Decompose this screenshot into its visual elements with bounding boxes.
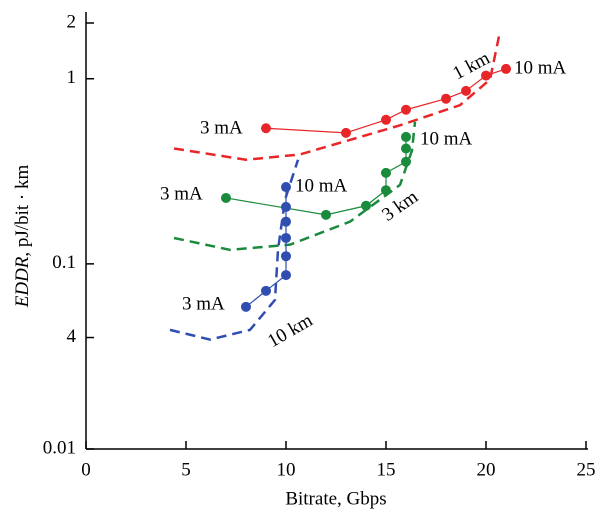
data-point xyxy=(341,127,351,138)
data-point xyxy=(401,131,411,142)
x-tick-label: 20 xyxy=(477,459,496,480)
data-point xyxy=(321,209,331,220)
x-tick-label: 15 xyxy=(377,459,396,480)
y-axis-label-italic: EDDR xyxy=(12,256,33,308)
dashed-curve xyxy=(173,31,502,162)
dashed-curve xyxy=(173,121,417,252)
annotation: 10 mA xyxy=(514,57,567,78)
data-point xyxy=(261,285,271,296)
data-point xyxy=(461,85,471,96)
data-point xyxy=(281,216,291,227)
data-point xyxy=(241,301,251,312)
annotation: 10 mA xyxy=(295,175,348,196)
data-point xyxy=(481,70,491,81)
data-point xyxy=(221,192,231,203)
y-axis-label: EDDR, pJ/bit · km xyxy=(12,165,33,309)
y-tick-label: 0.1 xyxy=(52,252,76,273)
data-point xyxy=(401,143,411,154)
y-tick-label: 2 xyxy=(67,11,77,32)
x-tick-label: 25 xyxy=(577,459,596,480)
y-tick-label: 0.01 xyxy=(43,437,76,458)
data-point xyxy=(281,232,291,243)
data-point xyxy=(501,63,511,74)
x-tick-label: 10 xyxy=(277,459,296,480)
annotation: 10 km xyxy=(264,310,316,352)
annotation: 3 mA xyxy=(182,293,225,314)
annotation: 3 mA xyxy=(200,117,243,138)
data-point xyxy=(441,93,451,104)
data-point xyxy=(361,200,371,211)
data-point xyxy=(281,251,291,262)
y-tick-label: 4 xyxy=(67,326,77,347)
annotation: 10 mA xyxy=(420,128,473,149)
data-point xyxy=(401,104,411,115)
annotation: 3 mA xyxy=(160,183,203,204)
y-tick-label: 1 xyxy=(67,67,77,88)
x-tick-label: 5 xyxy=(181,459,191,480)
x-axis-label: Bitrate, Gbps xyxy=(285,488,386,509)
data-point xyxy=(381,114,391,125)
x-tick-label: 0 xyxy=(81,459,91,480)
data-point xyxy=(381,167,391,178)
data-point xyxy=(281,182,291,193)
data-point xyxy=(281,270,291,281)
data-point xyxy=(261,123,271,134)
dashed-curve xyxy=(169,159,300,341)
y-axis-label-units: , pJ/bit · km xyxy=(12,165,33,257)
data-point xyxy=(401,156,411,167)
